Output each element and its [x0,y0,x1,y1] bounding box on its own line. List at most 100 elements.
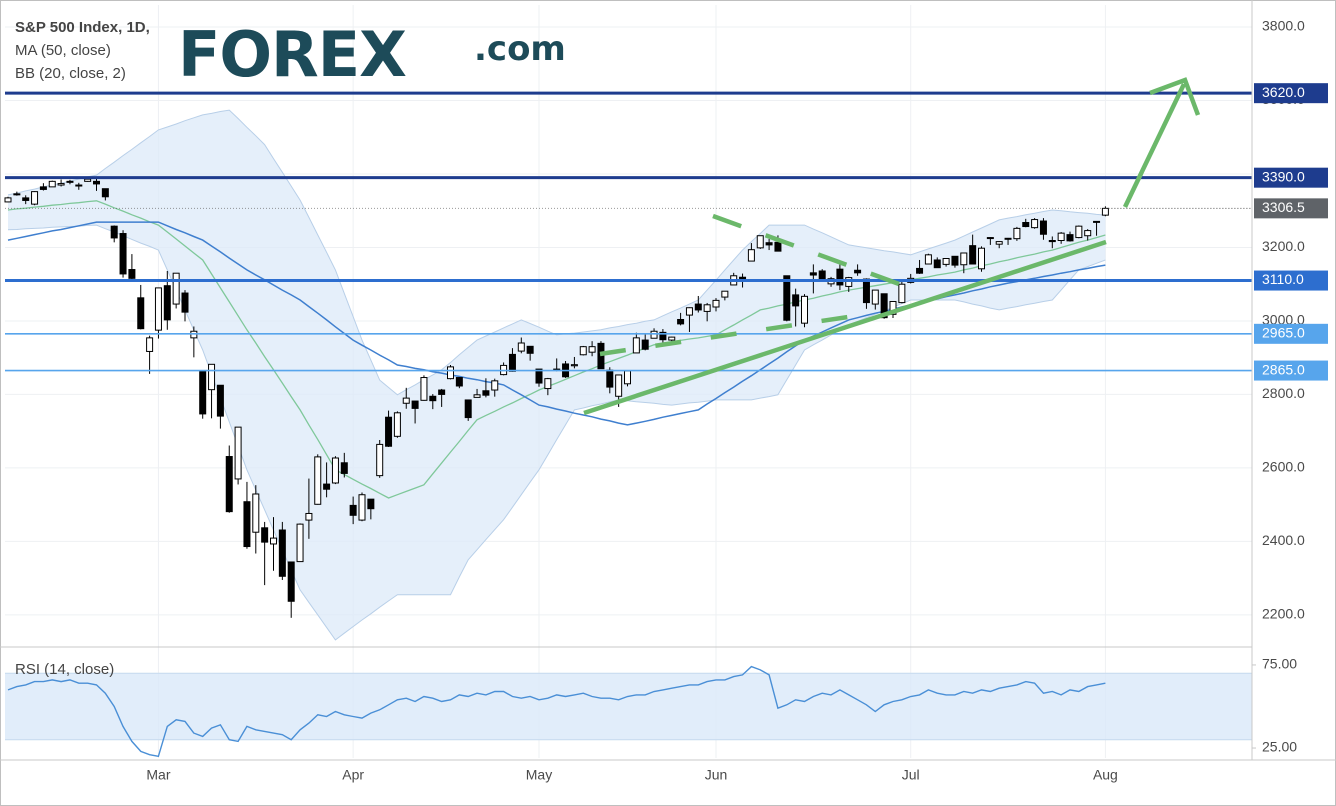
last-price-tag [1254,198,1328,219]
bollinger-upper [7,109,1106,396]
candle-body [632,337,640,354]
bollinger-area [8,110,1106,640]
annotations [583,77,1201,416]
candle-body [261,527,269,543]
candle-body [969,245,977,265]
candle-body [1013,227,1021,240]
candle-body [66,180,74,183]
chart-title: S&P 500 Index, 1D, [15,19,150,36]
candle-body [305,512,313,521]
candle-body [225,456,233,513]
level-tag [1254,323,1328,344]
candle-body [535,368,543,384]
candle-body [1066,234,1074,242]
marks-layer [4,91,1252,758]
candle-body [1031,219,1039,229]
candle-body [898,283,906,304]
candle-body [146,337,154,352]
candle-body [57,183,65,186]
level-tag [1254,270,1328,291]
candle-body [243,501,251,548]
x-tick-label: May [526,767,552,783]
x-tick-label: Jun [705,767,728,783]
level-label: 3390.0 [1262,168,1305,184]
candle-body [544,378,552,390]
candle-body [331,457,339,484]
candle-body [570,364,578,367]
candle-body [39,186,47,190]
candle-body [31,191,39,205]
candle-body [712,299,720,308]
candle-body [385,416,393,447]
candle-body [473,394,481,398]
candle-body [933,259,941,269]
candle-body [75,184,83,187]
candle-body [995,241,1003,245]
logo-suffix: .com [474,29,566,69]
candle-body [924,254,932,265]
candle-body [340,462,348,474]
candle-body [110,225,118,239]
y-tick-label: 3200.0 [1262,238,1305,254]
candle-body [464,399,472,419]
candle-body [252,493,260,533]
candle-body [615,374,623,397]
legend-entry: BB (20, close, 2) [15,65,126,82]
candle-body [420,377,428,401]
candle-body [101,188,109,198]
candle-body [491,380,499,391]
x-tick-label: Mar [146,767,170,783]
level-tag [1254,83,1328,104]
candle-body [1101,207,1109,216]
candle-body [1084,230,1092,237]
candle-body [765,242,773,246]
legend-entry: MA (50, close) [15,42,111,59]
candle-body [154,287,162,331]
candle-body [1039,220,1047,235]
x-tick-label: Aug [1093,767,1118,783]
candle-body [942,258,950,265]
candle-body [588,346,596,353]
candle-body [694,303,702,311]
candle-body [641,339,649,350]
candle-body [482,390,490,396]
candle-body [84,178,92,182]
trend-line [583,239,1107,416]
candle-body [650,330,658,339]
candle-body [951,255,959,266]
candle-body [393,412,401,437]
rsi-band [5,673,1252,740]
candle-body [216,384,224,417]
candle-body [508,353,516,372]
bollinger-basis [7,200,1106,499]
candle-body [880,293,888,319]
candle-body [270,537,277,545]
candle-body [1093,220,1101,223]
candle-body [455,377,463,387]
candle-body [809,272,817,276]
candle-body [208,363,216,391]
candle-body [624,370,631,385]
candle-body [349,504,357,516]
candle-body [358,494,366,521]
y-tick-label: 3000.0 [1262,312,1305,328]
last-price-label: 3306.5 [1262,199,1305,215]
candle-body [1075,225,1083,239]
y-tick-label: 75.00 [1262,656,1297,672]
candle-body [1048,239,1056,243]
candle-body [703,304,711,312]
candle-body [376,443,384,477]
candle-body [128,269,136,279]
candle-body [429,395,437,402]
candle-body [367,498,375,510]
trend-dashed [712,213,911,291]
candle-body [1022,221,1030,228]
level-label: 2865.0 [1262,361,1305,377]
candle-body [181,292,189,313]
arrow-head [1149,77,1201,116]
candle-body [783,275,791,321]
candle-body [854,269,862,274]
candle-body [287,561,295,602]
candle-body [296,523,304,563]
